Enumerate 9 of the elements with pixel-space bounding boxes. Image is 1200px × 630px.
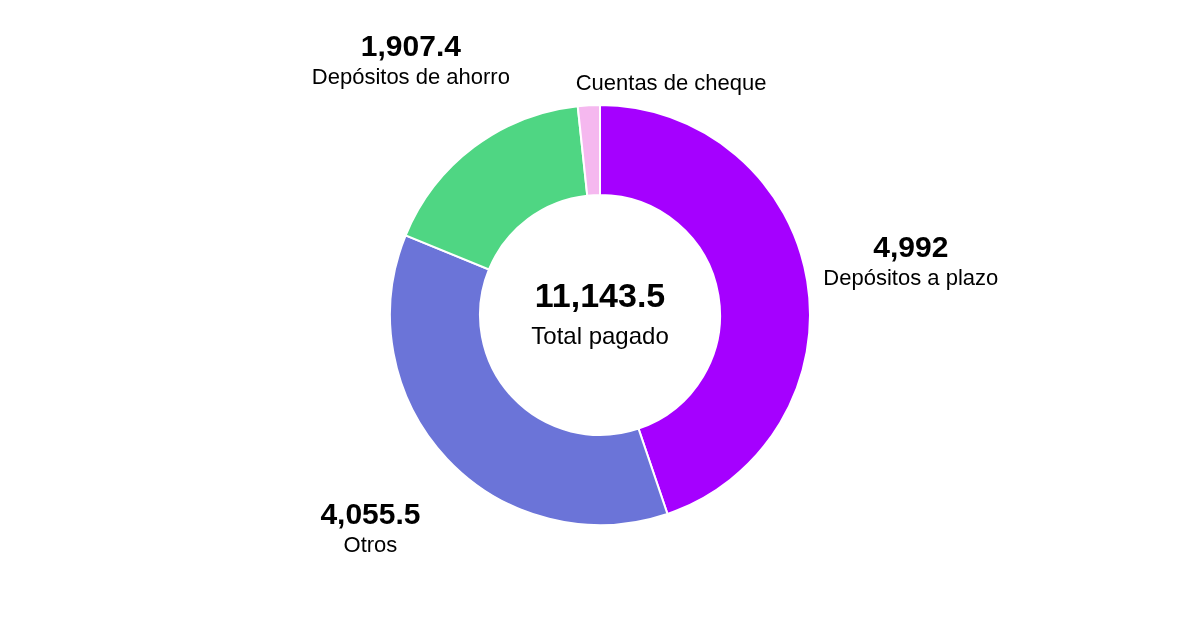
slice-label: Depósitos de ahorro (311, 64, 510, 90)
data-label: 1,907.4 (360, 29, 462, 63)
text: Total pagado (531, 322, 669, 349)
data-label: 4,055.5 (320, 496, 421, 530)
slice-label: Cuentas de cheque (575, 70, 767, 96)
text: 11,143.5 (534, 276, 666, 314)
data-label: 4,992 (873, 229, 949, 263)
slice-label: Depósitos a plazo (823, 264, 999, 290)
slice-label: Otros (343, 531, 398, 557)
